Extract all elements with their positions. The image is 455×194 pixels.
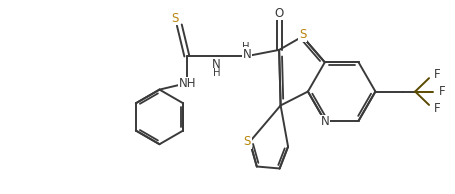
Text: F: F xyxy=(439,85,445,98)
Text: H: H xyxy=(242,42,250,52)
Text: H: H xyxy=(213,68,220,78)
Text: N: N xyxy=(320,115,329,128)
Text: O: O xyxy=(274,7,284,20)
Text: N: N xyxy=(212,58,221,71)
Text: F: F xyxy=(434,68,440,81)
Text: S: S xyxy=(172,12,179,25)
Text: S: S xyxy=(299,28,306,41)
Text: N: N xyxy=(243,48,252,61)
Text: NH: NH xyxy=(179,77,197,90)
Text: S: S xyxy=(244,135,251,148)
Text: F: F xyxy=(434,102,440,115)
